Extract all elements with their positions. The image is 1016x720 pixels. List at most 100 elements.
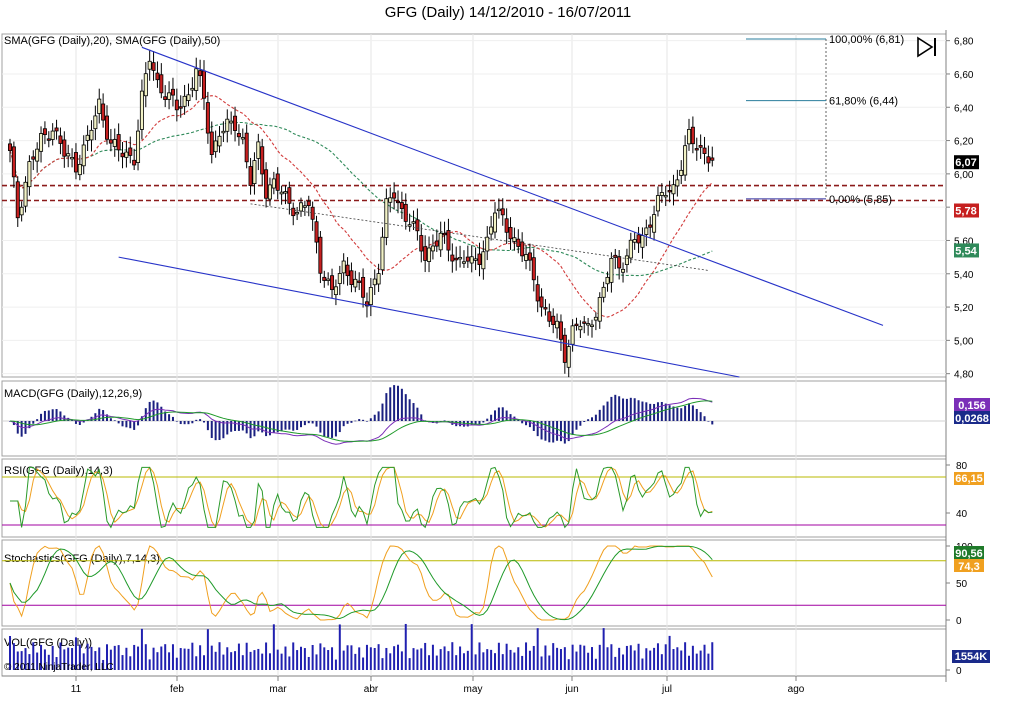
candle-body bbox=[213, 140, 218, 153]
macd-bar bbox=[272, 421, 275, 433]
volume-bar bbox=[144, 644, 147, 670]
macd-bar bbox=[606, 401, 609, 421]
candle-body bbox=[461, 261, 466, 264]
macd-bar bbox=[591, 417, 593, 421]
volume-bar bbox=[195, 656, 198, 670]
candle-body bbox=[419, 235, 424, 252]
macd-panel-frame bbox=[1, 380, 947, 457]
volume-bar bbox=[16, 651, 19, 670]
macd-bar bbox=[109, 418, 112, 421]
price-tag-bg bbox=[954, 203, 979, 218]
volume-bar bbox=[501, 654, 504, 670]
macd-bar bbox=[164, 411, 167, 421]
macd-bar bbox=[280, 421, 283, 432]
candle-body bbox=[659, 192, 664, 196]
volume-bar bbox=[474, 654, 477, 670]
macd-bar bbox=[703, 416, 706, 421]
macd-bar bbox=[342, 421, 345, 427]
candle-body bbox=[504, 218, 509, 233]
macd-bar bbox=[265, 421, 268, 437]
macd-bar bbox=[241, 421, 244, 431]
volume-bar bbox=[218, 642, 221, 670]
candle-body bbox=[62, 139, 67, 157]
price-tick-label: 6,80 bbox=[954, 37, 974, 48]
volume-bar bbox=[637, 643, 640, 670]
candle-body bbox=[163, 96, 168, 101]
macd-bar bbox=[711, 421, 714, 425]
volume-bar bbox=[431, 644, 434, 670]
macd-bar bbox=[218, 421, 221, 440]
candle-body bbox=[155, 72, 160, 81]
macd-bar bbox=[362, 419, 365, 421]
macd-bar bbox=[47, 410, 50, 421]
macd-bar bbox=[133, 421, 136, 430]
chart-title: GFG (Daily) 14/12/2010 - 16/07/2011 bbox=[384, 4, 632, 21]
volume-bar bbox=[12, 643, 15, 670]
volume-bar bbox=[32, 642, 35, 670]
volume-bar bbox=[587, 652, 590, 670]
volume-bar bbox=[24, 648, 27, 670]
macd-bar bbox=[688, 403, 690, 421]
macd-bar bbox=[707, 421, 710, 422]
price-tag-bg bbox=[954, 155, 979, 170]
volume-tag: 1554K bbox=[955, 651, 987, 663]
macd-bar bbox=[327, 421, 330, 438]
macd-bar bbox=[637, 400, 640, 421]
volume-bar bbox=[303, 648, 306, 670]
candle-body bbox=[527, 252, 532, 261]
volume-bar bbox=[393, 646, 396, 670]
volume-bar bbox=[315, 654, 318, 670]
volume-bar bbox=[381, 658, 384, 670]
volume-bar bbox=[82, 653, 85, 670]
candle-body bbox=[578, 325, 583, 331]
macd-bar bbox=[490, 414, 493, 421]
macd-bar bbox=[40, 413, 43, 421]
volume-bar bbox=[428, 655, 431, 670]
x-tick-label: mar bbox=[269, 684, 287, 695]
volume-bar bbox=[59, 642, 62, 670]
volume-bar bbox=[443, 646, 446, 670]
macd-bar bbox=[664, 403, 667, 421]
x-tick-label: ago bbox=[788, 684, 805, 695]
volume-bar bbox=[478, 642, 481, 670]
macd-bar bbox=[152, 400, 155, 421]
volume-bar bbox=[641, 658, 644, 670]
macd-bar bbox=[137, 421, 140, 426]
candle-body bbox=[93, 115, 98, 130]
candle-body bbox=[151, 62, 156, 71]
candle-body bbox=[388, 197, 393, 203]
x-tick-label: jun bbox=[564, 684, 578, 695]
volume-bar bbox=[86, 643, 89, 670]
candle-body bbox=[310, 206, 315, 220]
volume-bar bbox=[691, 645, 694, 670]
macd-tag-bg bbox=[954, 398, 990, 411]
volume-bar bbox=[497, 642, 500, 670]
volume-bar bbox=[121, 655, 124, 670]
macd-bar bbox=[501, 407, 504, 421]
macd-bar bbox=[203, 421, 205, 423]
price-tick-label: 4,80 bbox=[954, 370, 974, 381]
price-tag: 5,54 bbox=[955, 245, 977, 257]
macd-bar bbox=[641, 401, 644, 421]
candle-body bbox=[128, 147, 133, 156]
macd-bar bbox=[365, 421, 368, 422]
candle-body bbox=[194, 68, 199, 91]
volume-bar bbox=[133, 644, 136, 670]
candle-body bbox=[46, 138, 51, 141]
volume-bar bbox=[563, 647, 566, 670]
candle-body bbox=[101, 103, 106, 121]
volume-bar bbox=[350, 645, 353, 670]
volume-bar bbox=[583, 645, 586, 670]
candle-body bbox=[423, 246, 428, 261]
stochastics-tag: 74,3 bbox=[958, 561, 979, 573]
candle-body bbox=[613, 254, 618, 258]
volume-bar bbox=[494, 653, 496, 670]
candle-body bbox=[42, 128, 47, 136]
volume-bar bbox=[28, 654, 31, 670]
candle-body bbox=[132, 159, 137, 166]
volume-bar bbox=[649, 650, 652, 670]
candle-body bbox=[7, 143, 12, 151]
volume-bar bbox=[633, 650, 636, 670]
macd-bar bbox=[381, 403, 384, 421]
